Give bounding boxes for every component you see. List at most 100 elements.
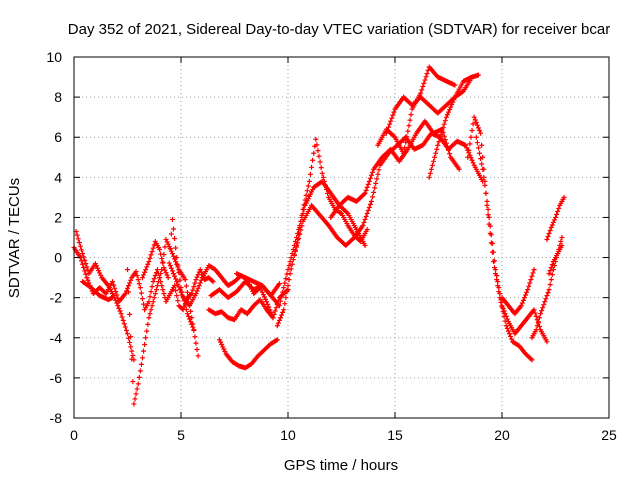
data-point [210,279,216,285]
data-point [145,261,151,267]
y-tick-label: -6 [50,370,63,386]
data-point [364,226,370,232]
data-point [428,166,434,172]
data-point [508,333,514,339]
data-point [324,186,330,192]
data-point [175,298,181,304]
data-point [184,311,190,317]
data-point [309,164,315,170]
data-point [194,288,200,294]
data-point [524,289,530,295]
data-point [390,112,396,118]
data-point [169,216,175,222]
data-point [185,296,191,302]
data-point [547,227,553,233]
series-arc15 [375,64,458,156]
data-point [545,233,551,239]
series-arc3 [80,279,116,303]
data-point [438,132,444,138]
data-point [143,267,149,273]
data-point [78,247,84,253]
data-point [143,335,149,341]
data-point [198,277,204,283]
x-tick-label: 25 [601,427,617,443]
data-point [118,311,124,317]
data-point [173,259,179,265]
data-point [194,274,200,280]
data-point [136,374,142,380]
data-point [463,142,469,148]
data-point [431,158,437,164]
x-tick-label: 20 [494,427,510,443]
data-point [401,150,407,156]
data-point [197,280,203,286]
data-point [142,341,148,347]
data-point [185,313,191,319]
data-point [561,194,567,200]
data-point [505,328,511,334]
data-point [485,206,491,212]
series-arc13 [328,118,462,220]
data-point [456,166,462,172]
data-point [519,300,525,306]
data-point [128,344,134,350]
data-point [113,289,119,295]
data-point [529,357,535,363]
data-point [148,307,154,313]
data-point [172,236,178,242]
data-point [126,283,132,289]
data-point [450,99,456,105]
data-point [371,189,377,195]
data-point [423,74,429,80]
data-point [485,212,491,218]
data-point [141,301,147,307]
data-point [478,130,484,136]
data-point [295,240,301,246]
data-point [300,206,306,212]
data-point [362,216,368,222]
data-point [137,368,143,374]
data-point [529,273,535,279]
data-point [127,280,133,286]
data-point [299,212,305,218]
data-point [302,197,308,203]
data-point [130,379,136,385]
data-point [388,118,394,124]
data-point [521,295,527,301]
data-point [372,185,378,191]
data-point [264,299,270,305]
data-point [184,289,190,295]
data-point [446,109,451,115]
data-point [475,145,481,151]
data-point [551,217,557,223]
x-tick-label: 0 [70,427,78,443]
series-arc2 [73,228,137,363]
data-point [149,284,155,290]
data-point [132,396,138,402]
data-point [468,134,474,140]
data-point [307,171,313,177]
data-point [136,281,142,287]
data-point [141,272,147,278]
data-point [407,117,413,123]
data-point [475,72,481,78]
data-point [167,263,173,269]
data-point [281,285,287,291]
data-point [370,169,376,175]
data-point [275,320,281,326]
data-point [287,259,293,265]
data-point [270,315,276,321]
data-point [282,280,288,286]
data-point [139,355,145,361]
data-point [159,256,165,262]
chart-title: Day 352 of 2021, Sidereal Day-to-day VTE… [68,21,610,38]
data-point [127,339,133,345]
data-point [151,276,157,282]
data-point [316,153,322,159]
data-point [442,118,448,124]
data-point [534,323,540,329]
data-marks [71,64,567,407]
data-point [198,269,204,275]
data-point [114,300,120,306]
